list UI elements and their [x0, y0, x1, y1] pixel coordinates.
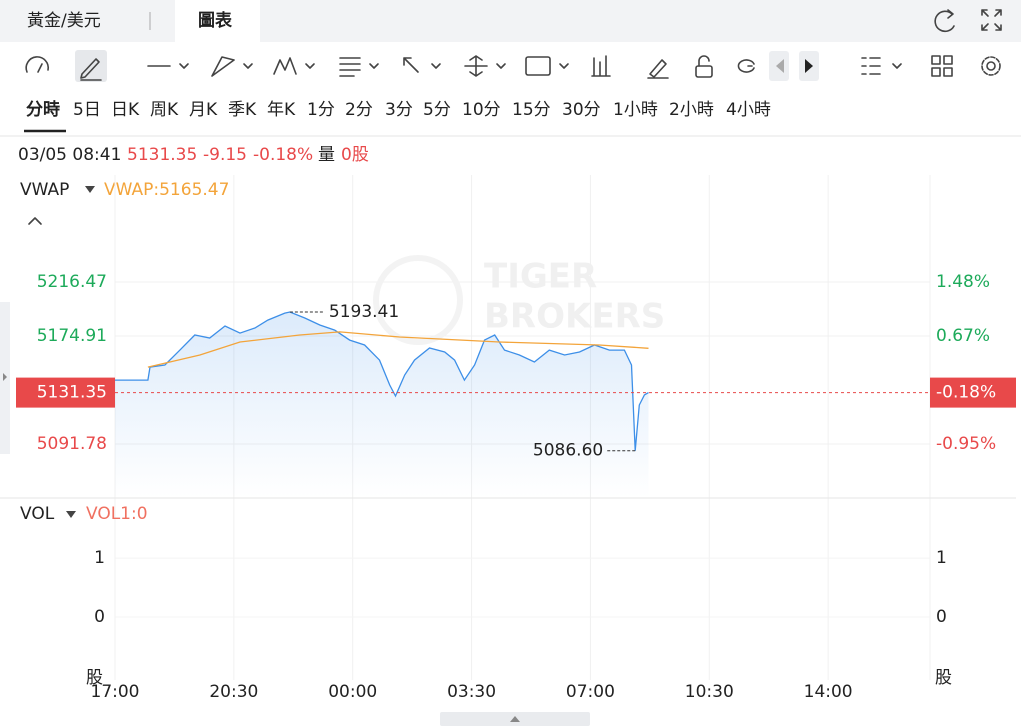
x-tick-label: 00:00: [328, 682, 377, 702]
info-change: -9.15: [203, 145, 247, 165]
x-tick-label: 03:30: [447, 682, 496, 702]
toolbar: [25, 50, 1001, 82]
x-tick-label: 17:00: [91, 682, 140, 702]
area-shade: [115, 312, 649, 498]
annotation-label: 5086.60: [533, 441, 603, 461]
x-tick-label: 14:00: [804, 682, 853, 702]
info-change-pct: -0.18%: [253, 145, 313, 165]
last-price-label: 5131.35: [37, 383, 107, 403]
timeframe[interactable]: 2分: [345, 100, 373, 120]
dropdown[interactable]: [85, 186, 95, 193]
y-tick-label: 0: [94, 607, 105, 627]
info-price: 5131.35: [127, 145, 197, 165]
refresh-icon[interactable]: [934, 9, 955, 33]
dropdown[interactable]: [66, 511, 76, 518]
arrow-left: [776, 59, 784, 73]
tab-bar: [0, 0, 1021, 42]
y2-tick-label: -0.95%: [936, 434, 996, 454]
tool-icon[interactable]: [80, 58, 102, 81]
timeframe[interactable]: 5分: [423, 100, 451, 120]
info-volume-label: 量: [318, 145, 335, 165]
y2-tick-label: 0.67%: [936, 326, 990, 346]
annotation-label: 5193.41: [329, 302, 399, 322]
timeframe[interactable]: 4小時: [726, 100, 771, 120]
indicator-name[interactable]: VWAP: [20, 180, 69, 200]
watermark-logo: [373, 255, 463, 345]
y-tick-label: 5091.78: [37, 434, 107, 454]
info-volume: 0股: [341, 145, 369, 165]
price-line: [115, 311, 649, 451]
timeframe[interactable]: 1分: [307, 100, 335, 120]
timeframe[interactable]: 日K: [111, 100, 140, 120]
y2-tick-label: 0: [936, 607, 947, 627]
x-tick-label: 20:30: [209, 682, 258, 702]
tool-icon[interactable]: [147, 55, 1001, 79]
timeframe[interactable]: 1小時: [613, 100, 658, 120]
timeframe[interactable]: 3分: [385, 100, 413, 120]
bottom-arrow: [510, 716, 520, 722]
indicator-value: VWAP:5165.47: [104, 180, 229, 200]
watermark: BROKERS: [484, 297, 665, 337]
y-tick-label: 1: [94, 548, 105, 568]
side-arrow: [3, 373, 7, 381]
fullscreen-icon[interactable]: [981, 9, 1002, 31]
x-tick-label: 10:30: [685, 682, 734, 702]
timeframe[interactable]: 10分: [462, 100, 501, 120]
y2-tick-label: 1: [936, 548, 947, 568]
timeframe[interactable]: 30分: [562, 100, 601, 120]
y2-tick-label: 1.48%: [936, 272, 990, 292]
last-price-box: [16, 377, 115, 408]
vol-title[interactable]: VOL: [20, 504, 55, 524]
arrow-right: [805, 59, 813, 73]
timeframe[interactable]: 季K: [228, 100, 257, 120]
unit-label: 股: [935, 668, 952, 688]
last-pct-label: -0.18%: [936, 383, 996, 403]
unit-label: 股: [86, 668, 103, 688]
timeframe[interactable]: 15分: [512, 100, 551, 120]
vol-subtitle: VOL1:0: [86, 504, 148, 524]
tool-icon[interactable]: [25, 56, 49, 73]
timeframe-bar: 分時 5日 日K 周K 月K 季K 年K 1分 2分 3分 5分 10分 15分 30分 1小時 2小時 4小時: [26, 99, 771, 120]
timeframe[interactable]: 5日: [73, 100, 101, 120]
watermark: TIGER: [484, 257, 597, 297]
timeframe[interactable]: 月K: [189, 100, 218, 120]
x-tick-label: 07:00: [566, 682, 615, 702]
last-pct-box: [930, 377, 1016, 408]
y-tick-label: 5216.47: [37, 272, 107, 292]
tab-active[interactable]: 圖表: [198, 10, 233, 31]
timeframe[interactable]: 年K: [267, 100, 296, 120]
timeframe[interactable]: 2小時: [669, 100, 714, 120]
info-datetime: 03/05 08:41: [18, 145, 121, 165]
active-tab-bg: [175, 0, 260, 42]
timeframe[interactable]: 分時: [26, 99, 60, 120]
tool-active-bg: [75, 50, 107, 82]
y-tick-label: 5174.91: [37, 326, 107, 346]
vwap-line: [147, 331, 649, 368]
tab[interactable]: 黃金/美元: [27, 11, 101, 31]
collapse-icon[interactable]: [28, 217, 42, 225]
timeframe[interactable]: 周K: [150, 100, 179, 120]
